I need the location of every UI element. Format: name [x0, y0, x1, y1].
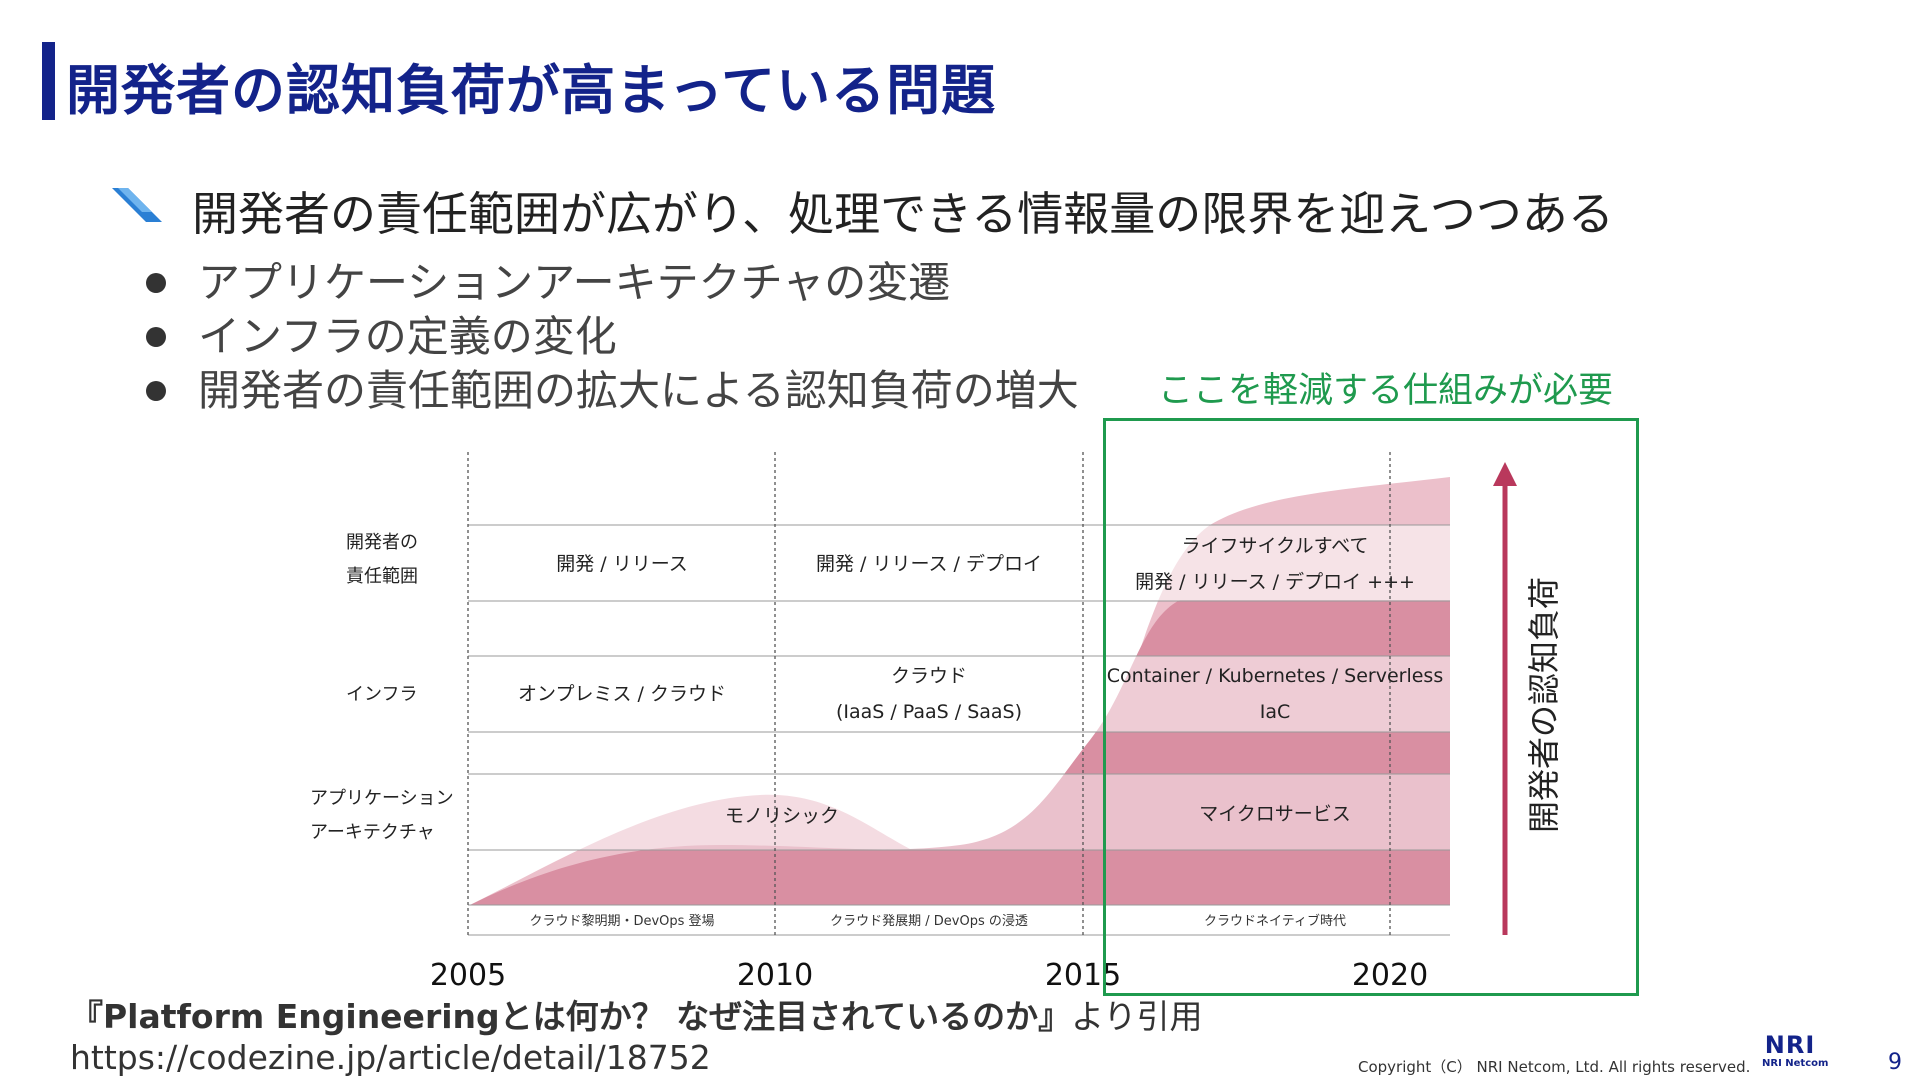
highlight-box	[1103, 418, 1639, 996]
cell-infra: Container / Kubernetes / Serverless	[1107, 665, 1443, 687]
cell-responsibility: 開発 / リリース	[556, 553, 688, 575]
cell-infra: (IaaS / PaaS / SaaS)	[836, 701, 1022, 723]
main-bullet: 開発者の責任範囲が広がり、処理できる情報量の限界を迎えつつある	[192, 187, 1614, 241]
page-number: 9	[1888, 1050, 1902, 1075]
cell-architecture: マイクロサービス	[1199, 803, 1351, 825]
source-url: https://codezine.jp/article/detail/18752	[70, 1038, 711, 1077]
bullet-dot-icon	[146, 327, 166, 347]
bullet-arrow-icon	[112, 188, 162, 222]
cell-responsibility: ライフサイクルすべて	[1182, 535, 1369, 557]
bullet-dot-icon	[146, 273, 166, 293]
page-title: 開発者の認知負荷が高まっている問題	[66, 59, 997, 122]
callout-text: ここを軽減する仕組みが必要	[1158, 371, 1614, 411]
era-label: クラウド発展期 / DevOps の浸透	[830, 914, 1028, 929]
sub-bullet-item: アプリケーションアーキテクチャの変遷	[146, 256, 1079, 310]
era-label: クラウド黎明期・DevOps 登場	[529, 914, 714, 929]
year-lines	[467, 452, 1391, 935]
sub-bullet-item: 開発者の責任範囲の拡大による認知負荷の増大	[146, 364, 1079, 418]
cell-infra: クラウド	[891, 665, 967, 687]
era-label: クラウドネイティブ時代	[1204, 913, 1346, 929]
cell-infra: IaC	[1260, 701, 1291, 723]
title-accent-bar	[42, 42, 55, 120]
cell-infra: オンプレミス / クラウド	[518, 683, 726, 705]
cell-responsibility: 開発 / リリース / デプロイ	[816, 553, 1042, 575]
copyright: Copyright（C） NRI Netcom, Ltd. All rights…	[1358, 1058, 1751, 1076]
source-suffix: より引用	[1071, 997, 1203, 1036]
grid-lines	[468, 524, 1450, 936]
logo-mark: NRI	[1764, 1031, 1816, 1059]
source-citation: 『Platform Engineeringとは何か？ なぜ注目されているのか』よ…	[70, 990, 1203, 1038]
arrow-label: 開発者の認知負荷	[1525, 577, 1563, 833]
row-band	[468, 656, 1450, 732]
logo-subtitle: NRI Netcom	[1762, 1058, 1829, 1069]
bullet-dot-icon	[146, 381, 166, 401]
row-label-responsibility: 責任範囲	[346, 566, 418, 587]
row-label-architecture: アーキテクチャ	[310, 822, 435, 843]
sub-bullet-list: アプリケーションアーキテクチャの変遷 インフラの定義の変化 開発者の責任範囲の拡…	[146, 256, 1079, 418]
row-label-responsibility: 開発者の	[346, 532, 418, 553]
sub-bullet-item: インフラの定義の変化	[146, 310, 1079, 364]
row-band	[468, 774, 1450, 850]
cell-responsibility: 開発 / リリース / デプロイ +++	[1135, 571, 1415, 593]
row-band	[468, 525, 1450, 601]
source-title: 『Platform Engineeringとは何か？ なぜ注目されているのか』	[70, 997, 1072, 1036]
row-label-architecture: アプリケーション	[310, 788, 454, 809]
year-label: 2020	[1352, 958, 1428, 993]
cell-architecture: モノリシック	[725, 805, 839, 827]
row-label-infra: インフラ	[346, 684, 417, 705]
load-arrow-head-icon	[1493, 462, 1517, 486]
year-label: 2010	[737, 958, 813, 993]
year-label: 2015	[1045, 958, 1121, 993]
year-label: 2005	[430, 958, 506, 993]
nri-logo: NRI NRI Netcom	[1762, 1031, 1829, 1069]
